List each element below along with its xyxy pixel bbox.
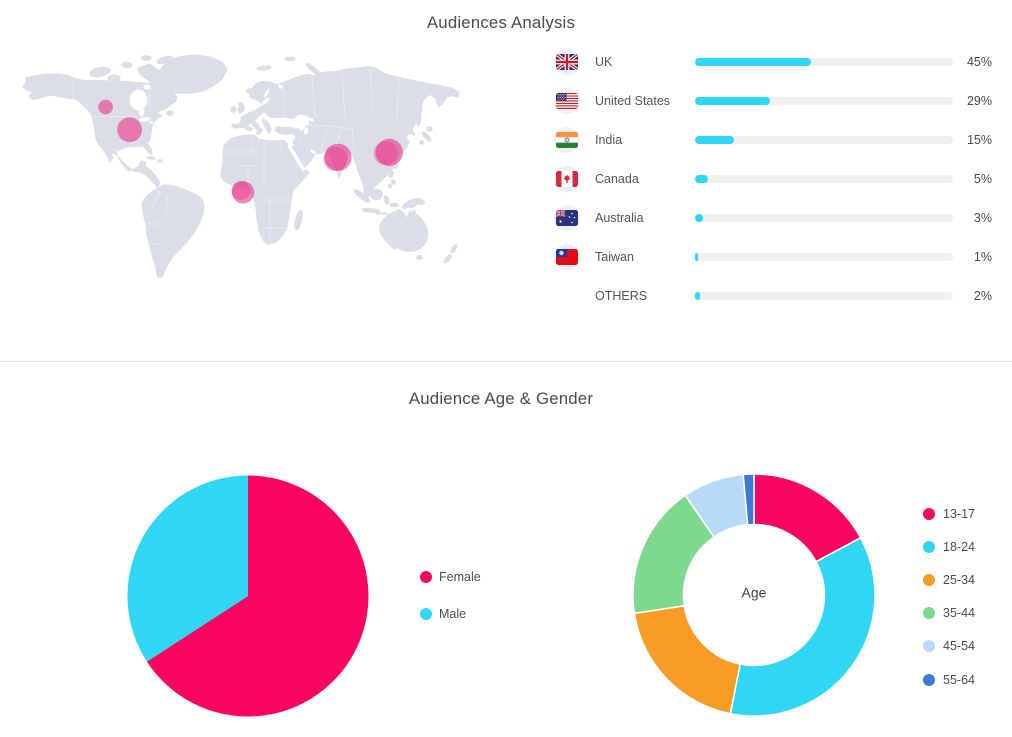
svg-text:Age: Age [742,585,767,601]
